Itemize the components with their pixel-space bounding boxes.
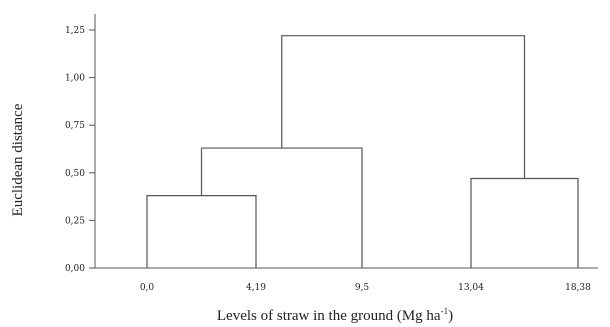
y-axis: 0,00 0,25 0,50 0,75 1,00 1,25 bbox=[65, 14, 96, 274]
y-tick-label: 1,00 bbox=[65, 74, 85, 84]
y-tick-label: 0,00 bbox=[65, 264, 85, 274]
leaf-label: 4,19 bbox=[246, 283, 266, 293]
dendrogram-branch bbox=[470, 177, 579, 268]
x-axis-title-end: ) bbox=[448, 308, 453, 324]
dendrogram-branch bbox=[281, 35, 526, 179]
dendrogram-branches bbox=[146, 35, 579, 268]
leaf-labels: 0,0 4,19 9,5 13,04 18,38 bbox=[140, 283, 591, 293]
y-tick-label: 1,25 bbox=[65, 26, 85, 36]
leaf-label: 18,38 bbox=[565, 283, 591, 293]
y-tick-label: 0,75 bbox=[65, 121, 85, 131]
leaf-label: 0,0 bbox=[140, 283, 155, 293]
x-axis-title-main: Levels of straw in the ground (Mg ha bbox=[217, 308, 441, 324]
dendrogram-branch bbox=[146, 195, 257, 268]
dendrogram-branch bbox=[200, 147, 363, 268]
x-axis-title: Levels of straw in the ground (Mg ha-1) bbox=[217, 306, 453, 324]
y-axis-title: Euclidean distance bbox=[10, 103, 26, 216]
y-tick-label: 0,25 bbox=[65, 216, 85, 226]
leaf-label: 13,04 bbox=[458, 283, 484, 293]
y-tick-label: 0,50 bbox=[65, 169, 85, 179]
leaf-label: 9,5 bbox=[355, 283, 370, 293]
x-axis-title-superscript: -1 bbox=[441, 306, 449, 316]
